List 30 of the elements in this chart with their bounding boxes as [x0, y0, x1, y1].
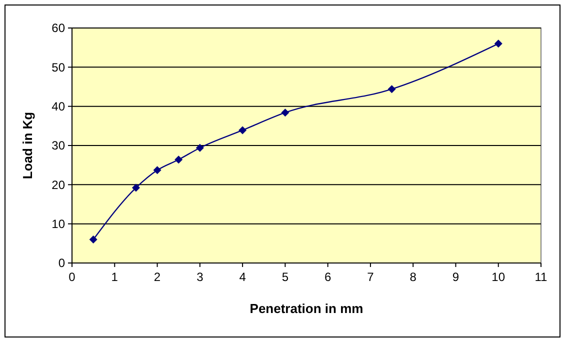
x-tick-label: 6 [324, 270, 332, 284]
point [153, 166, 162, 174]
x-tick-label: 5 [282, 270, 289, 284]
y-tick-label: 20 [52, 178, 66, 192]
x-tick-label: 9 [452, 270, 460, 284]
point [494, 40, 502, 48]
x-tick-label: 1 [111, 270, 118, 284]
y-tick-label: 40 [52, 100, 66, 114]
point [89, 236, 98, 244]
x-tick-label: 3 [196, 270, 204, 284]
point [238, 126, 247, 134]
x-tick-label: 2 [154, 270, 161, 284]
point [281, 108, 290, 117]
x-axis-title: Penetration in mm [250, 301, 364, 316]
y-tick-label: 30 [52, 138, 66, 153]
y-tick-label: 10 [52, 217, 66, 232]
point [196, 144, 204, 152]
y-tick-label: 50 [52, 60, 66, 74]
x-tick-label: 4 [239, 270, 246, 284]
point [174, 156, 183, 164]
x-tick-label: 11 [534, 270, 548, 284]
x-tick-label: 8 [410, 270, 417, 284]
x-tick-label: 0 [68, 270, 76, 284]
y-axis-title: Load in Kg [20, 112, 35, 180]
y-tick-label: 0 [58, 256, 66, 270]
x-tick-label: 10 [492, 270, 506, 284]
y-tick-label: 60 [52, 21, 66, 36]
point [132, 184, 140, 192]
x-tick-label: 7 [367, 270, 374, 284]
point [388, 85, 396, 94]
